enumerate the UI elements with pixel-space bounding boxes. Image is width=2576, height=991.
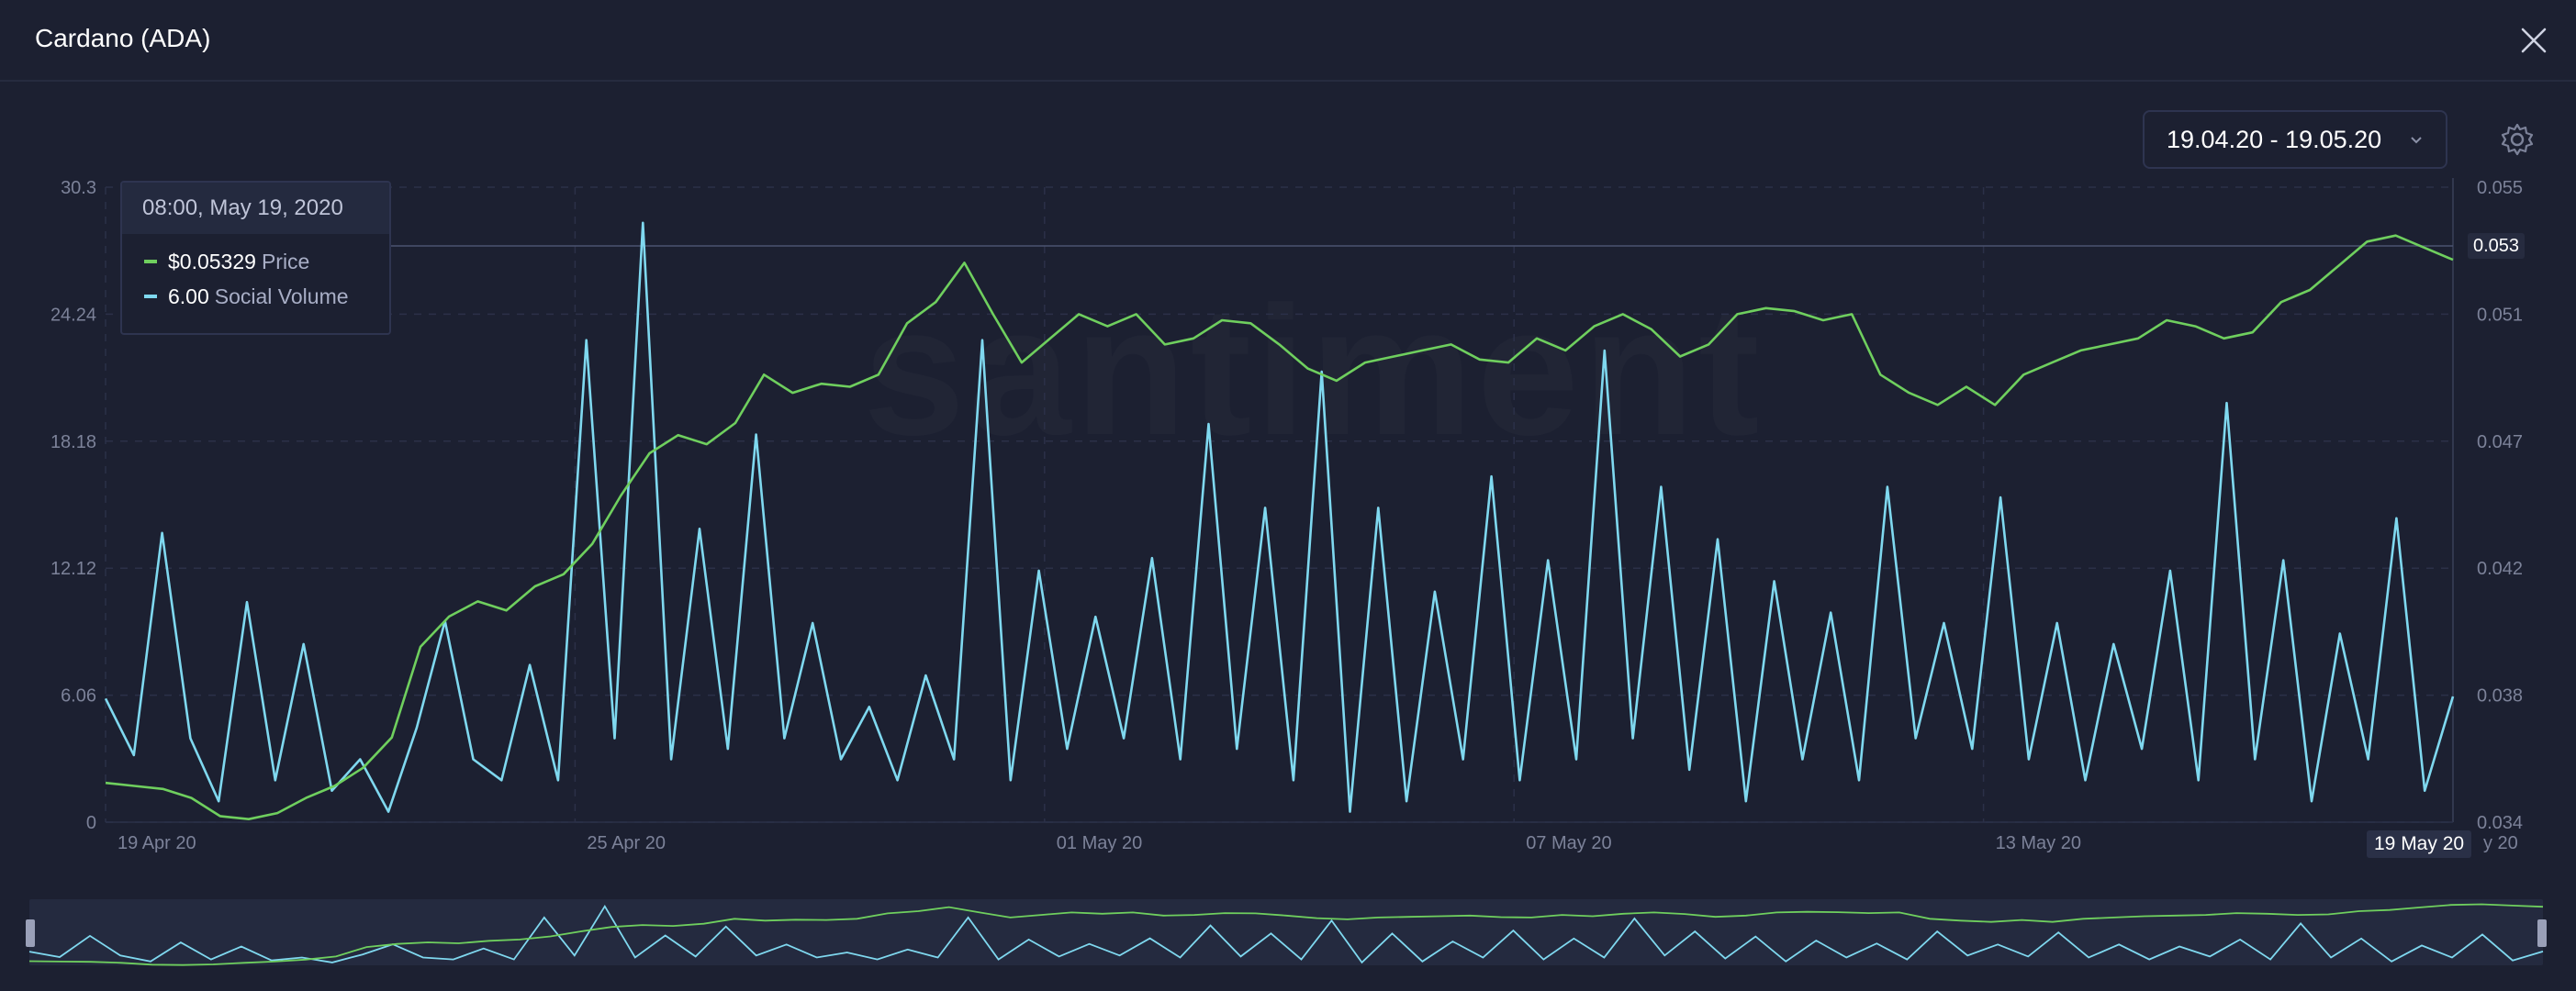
- y-right-tick-label: 0.055: [2477, 178, 2523, 198]
- end-date-badge: 19 May 20: [2367, 830, 2472, 858]
- social-volume-line: [104, 221, 2455, 813]
- y-right-tick-label: 0.051: [2477, 305, 2523, 325]
- y-left-tick-label: 24.24: [50, 305, 96, 325]
- navigator-handle-left[interactable]: [26, 919, 35, 947]
- date-range-value: 19.04.20 - 19.05.20: [2167, 125, 2382, 153]
- y-right-tick-label: 0.047: [2477, 432, 2523, 452]
- tooltip-row-price: $0.05329 Price: [144, 249, 389, 273]
- x-tick-label: 19 Apr 20: [118, 833, 196, 853]
- tooltip-price-value: $0.05329: [168, 249, 256, 273]
- page-title: Cardano (ADA): [35, 24, 211, 52]
- y-left-tick-label: 12.12: [50, 559, 96, 579]
- date-range-select[interactable]: 19.04.20 - 19.05.20: [2143, 110, 2447, 169]
- navigator-price-line: [28, 903, 2544, 966]
- chart-tooltip: 08:00, May 19, 2020 $0.05329 Price 6.00 …: [120, 181, 391, 335]
- x-tick-label: 13 May 20: [1996, 833, 2081, 853]
- gear-icon: [2501, 123, 2534, 156]
- y-right-tick-label: 0.038: [2477, 686, 2523, 707]
- x-tick-label: 01 May 20: [1057, 833, 1142, 853]
- close-icon: [2521, 28, 2547, 53]
- social-volume-swatch: [144, 295, 157, 298]
- price-line: [105, 234, 2454, 820]
- tooltip-price-label: Price: [261, 249, 310, 273]
- header: Cardano (ADA): [0, 0, 2576, 82]
- tooltip-social-label: Social Volume: [214, 284, 349, 308]
- x-tick-label-tail: y 20: [2483, 833, 2518, 853]
- settings-button[interactable]: [2495, 117, 2539, 161]
- navigator-handle-right[interactable]: [2537, 919, 2547, 947]
- x-tick-label: 07 May 20: [1526, 833, 1611, 853]
- price-swatch: [144, 260, 157, 263]
- y-right-tick-label: 0.042: [2477, 559, 2523, 579]
- y-left-tick-label: 18.18: [50, 432, 96, 452]
- y-right-tick-label: 0.034: [2477, 813, 2523, 833]
- current-price-badge: 0.053: [2468, 233, 2526, 259]
- chevron-down-icon: [2411, 137, 2422, 144]
- tooltip-social-value: 6.00: [168, 284, 209, 308]
- y-left-tick-label: 30.3: [61, 178, 96, 198]
- y-left-tick-label: 6.06: [61, 686, 96, 707]
- navigator-social-line: [28, 904, 2544, 964]
- y-left-tick-label: 0: [86, 813, 96, 833]
- navigator[interactable]: [29, 899, 2543, 965]
- x-tick-label: 25 Apr 20: [587, 833, 666, 853]
- close-button[interactable]: [2514, 20, 2554, 61]
- tooltip-row-social-volume: 6.00 Social Volume: [144, 284, 389, 308]
- tooltip-timestamp: 08:00, May 19, 2020: [122, 183, 389, 234]
